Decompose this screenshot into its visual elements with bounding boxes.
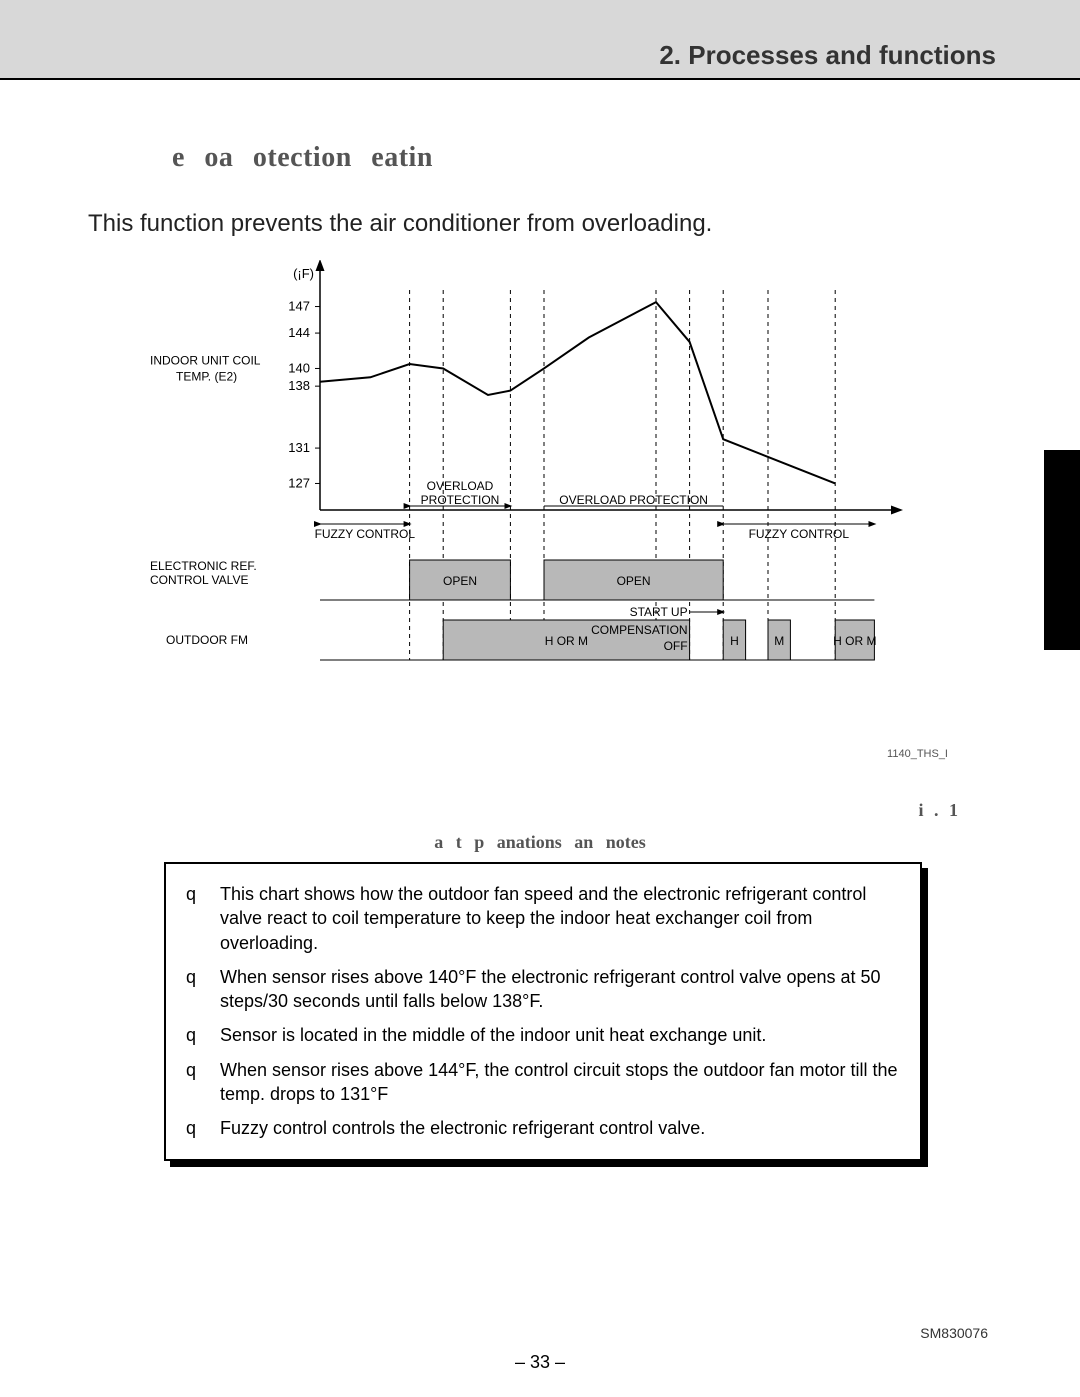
note-bullet: q (186, 965, 220, 1014)
svg-text:TEMP. (E2): TEMP. (E2) (176, 369, 237, 383)
svg-text:147: 147 (288, 299, 310, 314)
svg-text:OPEN: OPEN (617, 574, 651, 588)
svg-text:H OR M: H OR M (833, 634, 876, 648)
svg-text:OPEN: OPEN (443, 574, 477, 588)
note-text: Fuzzy control controls the electronic re… (220, 1116, 705, 1140)
note-item: qThis chart shows how the outdoor fan sp… (186, 882, 900, 955)
page-number: – 33 – (0, 1352, 1080, 1373)
svg-text:OFF: OFF (664, 639, 688, 653)
svg-text:CONTROL VALVE: CONTROL VALVE (150, 573, 248, 587)
svg-text:INDOOR UNIT COIL: INDOOR UNIT COIL (150, 353, 261, 367)
svg-text:144: 144 (288, 325, 310, 340)
svg-text:FUZZY CONTROL: FUZZY CONTROL (315, 527, 416, 541)
section-title: e oa otection eatin (172, 142, 433, 174)
notes-title: a t p anations an notes (0, 832, 1080, 853)
svg-text:COMPENSATION: COMPENSATION (591, 623, 687, 637)
note-bullet: q (186, 1058, 220, 1107)
notes-list: qThis chart shows how the outdoor fan sp… (186, 882, 900, 1141)
svg-text:127: 127 (288, 475, 310, 490)
svg-text:ELECTRONIC REF.: ELECTRONIC REF. (150, 559, 257, 573)
note-text: When sensor rises above 144°F, the contr… (220, 1058, 900, 1107)
chapter-title: 2. Processes and functions (659, 40, 996, 71)
note-bullet: q (186, 882, 220, 955)
note-item: qWhen sensor rises above 140°F the elect… (186, 965, 900, 1014)
svg-text:H: H (730, 634, 739, 648)
note-text: This chart shows how the outdoor fan spe… (220, 882, 900, 955)
svg-text:PROTECTION: PROTECTION (421, 493, 500, 507)
note-text: When sensor rises above 140°F the electr… (220, 965, 900, 1014)
svg-text:OVERLOAD PROTECTION: OVERLOAD PROTECTION (559, 493, 708, 507)
overload-chart: (¡F) 147 144 140 138 131 127 INDOOR UNIT COIL TE… (120, 260, 920, 700)
figure-ref-code: 1140_THS_I (887, 748, 948, 760)
svg-text:140: 140 (288, 360, 310, 375)
svg-text:138: 138 (288, 378, 310, 393)
doc-code: SM830076 (920, 1325, 988, 1341)
note-item: qSensor is located in the middle of the … (186, 1023, 900, 1047)
note-item: qFuzzy control controls the electronic r… (186, 1116, 900, 1140)
svg-text:H OR M: H OR M (545, 634, 588, 648)
figure-label: i . 1 (918, 800, 958, 821)
note-bullet: q (186, 1116, 220, 1140)
note-bullet: q (186, 1023, 220, 1047)
svg-text:START UP: START UP (630, 605, 688, 619)
note-item: qWhen sensor rises above 144°F, the cont… (186, 1058, 900, 1107)
svg-text:OUTDOOR FM: OUTDOOR FM (166, 633, 248, 647)
intro-text: This function prevents the air condition… (88, 210, 712, 238)
side-tab (1044, 450, 1080, 650)
header-band: 2. Processes and functions (0, 0, 1080, 80)
svg-text:OVERLOAD: OVERLOAD (427, 479, 494, 493)
svg-text:131: 131 (288, 440, 310, 455)
svg-text:(¡F): (¡F) (293, 266, 314, 281)
notes-box: qThis chart shows how the outdoor fan sp… (164, 862, 922, 1161)
note-text: Sensor is located in the middle of the i… (220, 1023, 766, 1047)
svg-text:FUZZY CONTROL: FUZZY CONTROL (749, 527, 850, 541)
svg-text:M: M (774, 634, 784, 648)
